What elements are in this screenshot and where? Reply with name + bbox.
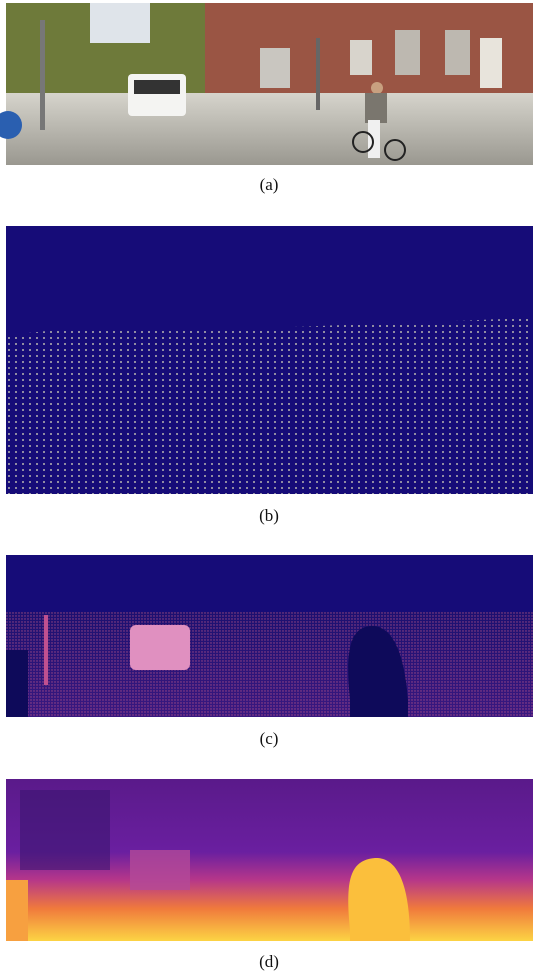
figure: (a) (b) (c) (d) bbox=[0, 0, 539, 976]
caption: (d) bbox=[259, 952, 279, 971]
predicted-depth-panel bbox=[6, 779, 533, 941]
caption: (c) bbox=[260, 729, 279, 748]
caption: (a) bbox=[260, 175, 279, 194]
photo-panel bbox=[0, 3, 533, 165]
caption: (b) bbox=[259, 506, 279, 525]
sparse-depth-panel bbox=[6, 226, 533, 494]
page: {"figure": {"panels": [{"caption": "(a)"… bbox=[0, 0, 539, 976]
dense-depth-panel bbox=[6, 555, 533, 717]
